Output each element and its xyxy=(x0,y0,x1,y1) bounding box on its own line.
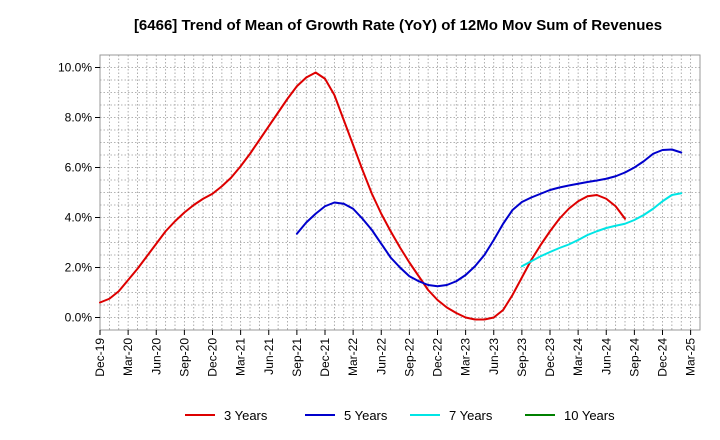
x-tick-label: Jun-22 xyxy=(374,338,388,375)
x-tick-label: Mar-21 xyxy=(234,338,248,376)
x-tick-label: Dec-24 xyxy=(656,338,670,377)
x-tick-label: Jun-24 xyxy=(599,338,613,375)
legend-label: 5 Years xyxy=(344,408,388,423)
x-tick-label: Jun-23 xyxy=(487,338,501,375)
x-tick-label: Jun-21 xyxy=(262,338,276,375)
legend-label: 10 Years xyxy=(564,408,615,423)
legend: 3 Years 5 Years 7 Years 10 Years xyxy=(185,408,615,423)
chart-title: [6466] Trend of Mean of Growth Rate (YoY… xyxy=(134,17,662,34)
x-axis-ticks: Dec-19 Mar-20 Jun-20 Sep-20 Dec-20 Mar-21 Jun-… xyxy=(93,330,698,377)
x-tick-label: Mar-22 xyxy=(346,338,360,376)
series-line-7-years xyxy=(520,192,683,268)
x-tick-label: Mar-25 xyxy=(684,338,698,376)
x-tick-label: Dec-21 xyxy=(318,338,332,377)
x-tick-label: Mar-24 xyxy=(571,338,585,376)
legend-label: 7 Years xyxy=(449,408,493,423)
x-tick-label: Dec-19 xyxy=(93,338,107,377)
x-tick-label: Sep-23 xyxy=(515,338,529,377)
y-tick-label: 2.0% xyxy=(65,261,93,275)
series-line-3-years xyxy=(99,71,626,321)
y-tick-label: 6.0% xyxy=(65,161,93,175)
x-tick-label: Mar-20 xyxy=(121,338,135,376)
grid-lines xyxy=(100,55,700,330)
x-tick-label: Dec-23 xyxy=(543,338,557,377)
x-tick-label: Sep-21 xyxy=(290,338,304,377)
x-tick-label: Dec-20 xyxy=(206,338,220,377)
x-tick-label: Sep-20 xyxy=(177,338,191,377)
series-lines xyxy=(99,71,683,321)
x-tick-label: Mar-23 xyxy=(459,338,473,376)
y-tick-label: 4.0% xyxy=(65,211,93,225)
x-tick-label: Sep-24 xyxy=(627,338,641,377)
y-tick-label: 10.0% xyxy=(58,61,92,75)
y-axis-ticks: 0.0% 2.0% 4.0% 6.0% 8.0% 10.0% xyxy=(58,61,100,325)
x-tick-label: Jun-20 xyxy=(149,338,163,375)
series-line-5-years xyxy=(295,148,683,288)
x-tick-label: Sep-22 xyxy=(402,338,416,377)
x-tick-label: Dec-22 xyxy=(431,338,445,377)
legend-label: 3 Years xyxy=(224,408,268,423)
y-tick-label: 8.0% xyxy=(65,111,93,125)
y-tick-label: 0.0% xyxy=(65,311,93,325)
